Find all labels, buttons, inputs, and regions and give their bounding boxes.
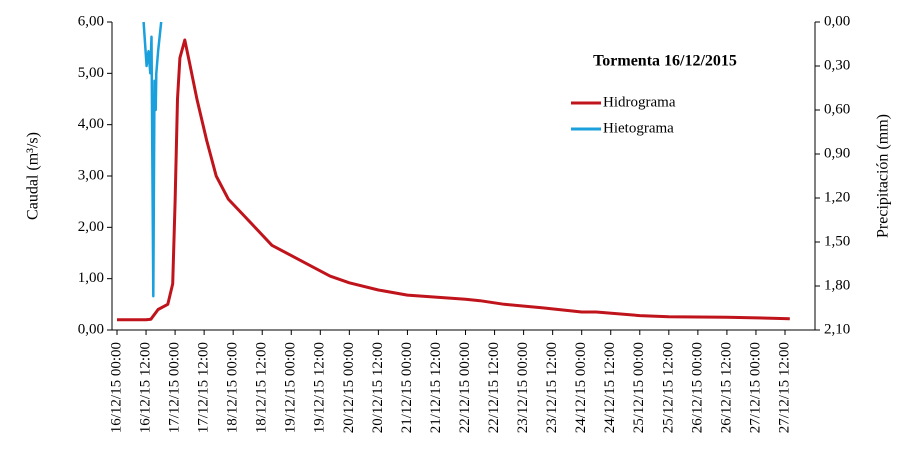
x-tick-label: 23/12/15 00:00 [515,342,531,433]
y2-tick-label: 0,30 [824,57,850,73]
x-tick-label: 21/12/15 00:00 [399,342,415,433]
y-tick-label: 4,00 [78,116,104,132]
x-tick-label: 20/12/15 12:00 [370,342,386,433]
legend-label: Hietograma [603,120,674,136]
x-tick-label: 19/12/15 00:00 [283,342,299,433]
x-tick-label: 27/12/15 12:00 [776,342,792,433]
series-line [117,38,790,322]
x-tick-label: 25/12/15 00:00 [631,342,647,433]
y2-tick-label: 0,90 [824,145,850,161]
x-tick-label: 18/12/15 12:00 [254,342,270,433]
y-tick-label: 3,00 [78,167,104,183]
series-line [142,21,163,298]
x-tick-label: 24/12/15 12:00 [602,342,618,433]
x-tick-label: 22/12/15 12:00 [486,342,502,433]
x-tick-label: 22/12/15 00:00 [457,342,473,433]
y2-tick-label: 0,60 [824,101,850,117]
x-tick-label: 25/12/15 12:00 [660,342,676,433]
x-tick-label: 19/12/15 12:00 [312,342,328,433]
y-tick-label: 0,00 [78,321,104,337]
y2-tick-label: 1,80 [824,277,850,293]
y-tick-label: 5,00 [78,65,104,81]
x-tick-label: 24/12/15 00:00 [573,342,589,433]
y-tick-label: 6,00 [78,13,104,29]
x-tick-label: 18/12/15 00:00 [225,342,241,433]
x-tick-label: 26/12/15 12:00 [718,342,734,433]
y2-axis-label: Precipitación (mm) [875,114,892,238]
y2-tick-label: 2,10 [824,321,850,337]
x-tick-label: 21/12/15 12:00 [428,342,444,433]
y-tick-label: 1,00 [78,270,104,286]
legend-label: Hidrograma [603,94,676,110]
chart-title: Tormenta 16/12/2015 [593,53,737,70]
x-tick-label: 26/12/15 00:00 [689,342,705,433]
y2-tick-label: 1,20 [824,189,850,205]
y2-tick-label: 1,50 [824,233,850,249]
x-tick-label: 16/12/15 00:00 [108,342,124,433]
y-tick-label: 2,00 [78,219,104,235]
x-tick-label: 17/12/15 00:00 [167,342,183,433]
y-axis-label: Caudal (m³/s) [25,132,42,220]
x-tick-label: 16/12/15 12:00 [137,342,153,433]
x-tick-label: 23/12/15 12:00 [544,342,560,433]
y2-tick-label: 0,00 [824,13,850,29]
x-tick-label: 20/12/15 00:00 [341,342,357,433]
x-tick-label: 27/12/15 00:00 [747,342,763,433]
x-tick-label: 17/12/15 12:00 [196,342,212,433]
